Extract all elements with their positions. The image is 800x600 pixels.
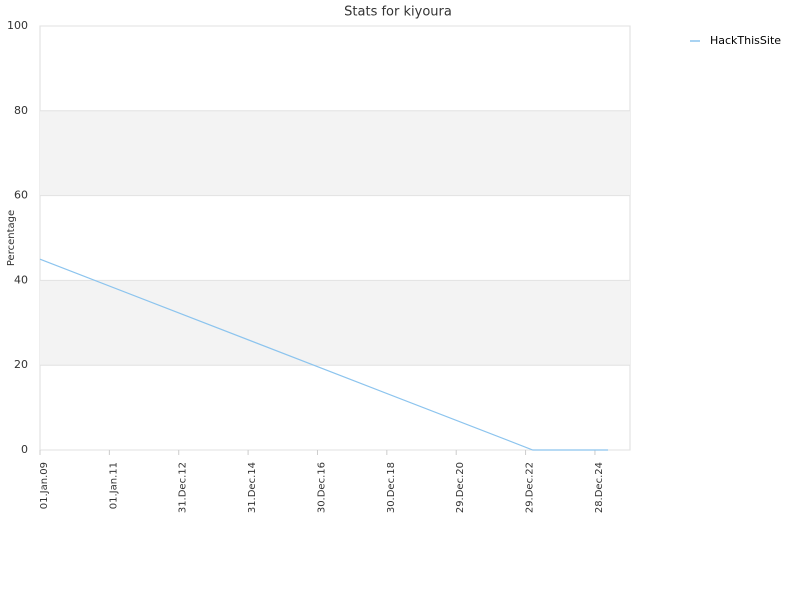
y-tick-label: 40 — [14, 273, 28, 286]
x-tick-label: 30.Dec.16 — [316, 462, 327, 513]
plot-area — [39, 25, 631, 451]
x-tick-label: 31.Dec.14 — [247, 462, 258, 513]
chart-title: Stats for kiyoura — [344, 5, 452, 20]
x-tick-label: 30.Dec.18 — [386, 462, 397, 513]
grid-band — [40, 110, 630, 196]
legend-label: HackThisSite — [710, 34, 781, 47]
x-tick-label: 29.Dec.20 — [455, 462, 466, 513]
y-tick-label: 100 — [7, 19, 28, 32]
x-tick-label: 01.Jan.09 — [39, 462, 50, 509]
x-tick-label: 31.Dec.12 — [178, 462, 189, 513]
y-tick-label: 0 — [21, 443, 28, 456]
line-series — [39, 258, 609, 451]
grid-band — [40, 280, 630, 366]
x-tick-label: 29.Dec.22 — [525, 462, 536, 513]
y-axis-label: Percentage — [6, 210, 17, 266]
x-tick-label: 28.Dec.24 — [594, 462, 605, 513]
y-tick-label: 60 — [14, 189, 28, 202]
y-tick-label: 20 — [14, 358, 28, 371]
x-tick-label: 01.Jan.11 — [108, 462, 119, 509]
y-tick-label: 80 — [14, 104, 28, 117]
